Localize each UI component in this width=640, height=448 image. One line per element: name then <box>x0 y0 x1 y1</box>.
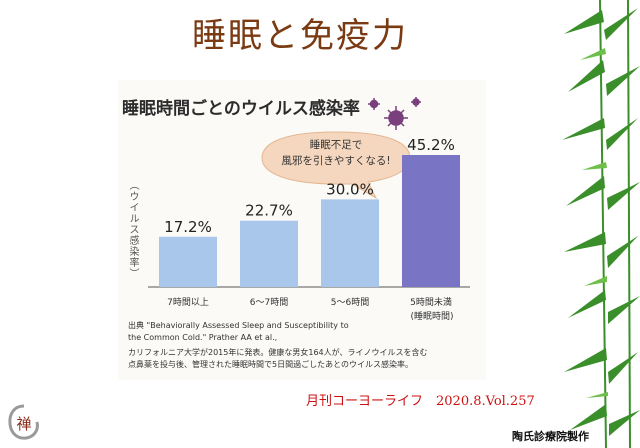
source-line: 出典 "Behaviorally Assessed Sleep and Susc… <box>128 321 349 330</box>
bar <box>321 199 379 287</box>
virus-icon <box>368 97 421 130</box>
bubble-line-1: 睡眠不足で <box>309 139 363 151</box>
magazine-credit: 月刊コーヨーライフ 2020.8.Vol.257 <box>306 394 535 409</box>
x-tick-label: 7時間以上 <box>167 297 209 308</box>
bar <box>240 220 298 287</box>
x-axis-unit-label: (睡眠時間) <box>410 310 453 322</box>
bar <box>159 236 217 287</box>
bubble-line-2: 風邪を引きやすくなる! <box>281 155 391 167</box>
bar <box>402 155 460 287</box>
source-note: 出典 "Behaviorally Assessed Sleep and Susc… <box>128 320 488 370</box>
bar-value-label: 22.7% <box>245 202 293 220</box>
x-tick-label: 6〜7時間 <box>250 297 288 308</box>
x-tick-label: 5時間未満 <box>410 296 452 308</box>
source-line: カリフォルニア大学が2015年に発表。健康な男女164人が、ライノウイルスを含む <box>128 348 428 357</box>
x-tick-label: 5〜6時間 <box>331 297 369 308</box>
speech-bubble <box>261 131 411 200</box>
bar-value-label: 17.2% <box>164 218 212 236</box>
slide-title: 睡眠と免疫力 <box>192 16 408 56</box>
chart-title: 睡眠時間ごとのウイルス感染率 <box>122 99 360 119</box>
zen-logo: 禅 <box>8 404 39 440</box>
bar-value-label: 45.2% <box>407 136 455 154</box>
y-axis-label: （ウイルス感染率） <box>127 180 138 279</box>
maker-credit: 陶氏診療院製作 <box>512 430 589 443</box>
source-line: 点鼻薬を投与後、管理された睡眠時間で5日間過ごしたあとのウイルス感染率。 <box>128 359 414 369</box>
bamboo-decoration <box>562 0 640 448</box>
source-line: the Common Cold." Prather AA et al., <box>128 332 278 342</box>
bubble-text: 睡眠不足で 風邪を引きやすくなる! <box>268 137 404 169</box>
logo-char: 禅 <box>16 415 31 433</box>
bar-value-label: 30.0% <box>326 180 374 198</box>
